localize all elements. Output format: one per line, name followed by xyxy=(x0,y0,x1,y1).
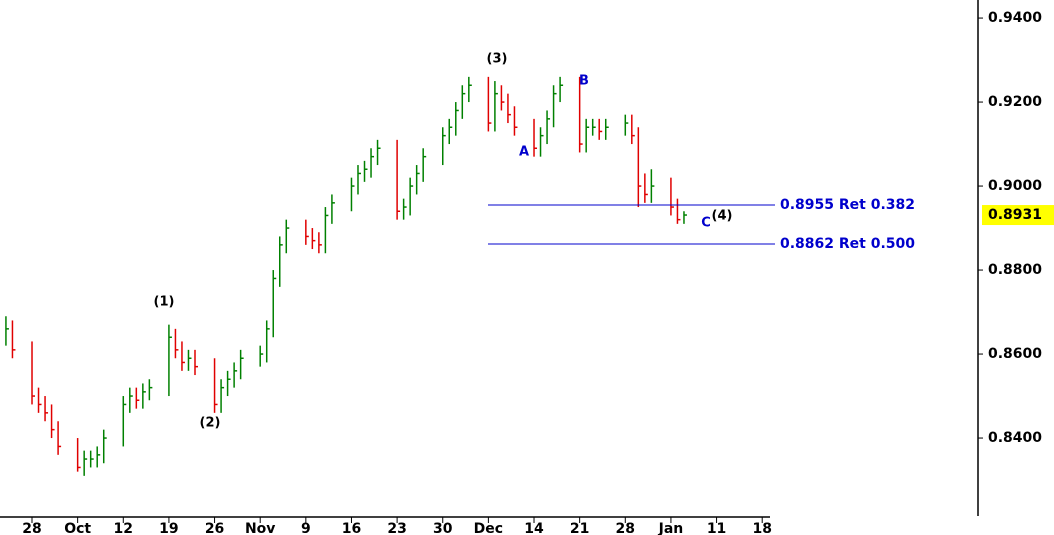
x-tick-label: 30 xyxy=(433,521,453,535)
wave-label: C xyxy=(701,216,711,231)
wave-label: (2) xyxy=(200,416,221,431)
x-tick-label: 16 xyxy=(342,521,361,535)
wave-label: (3) xyxy=(487,52,508,67)
x-tick-label: 19 xyxy=(159,521,178,535)
x-tick-label: Nov xyxy=(245,521,275,535)
x-tick-label: Dec xyxy=(474,521,503,535)
wave-label: A xyxy=(519,145,529,160)
last-price-label: 0.8931 xyxy=(988,207,1042,223)
x-tick-label: 9 xyxy=(301,521,311,535)
x-tick-label: 26 xyxy=(205,521,224,535)
y-tick-label: 0.9400 xyxy=(988,10,1042,26)
wave-label: (4) xyxy=(712,209,733,224)
x-tick-label: 28 xyxy=(616,521,635,535)
x-tick-label: 18 xyxy=(752,521,771,535)
x-tick-label: 11 xyxy=(707,521,726,535)
x-tick-label: 21 xyxy=(570,521,589,535)
x-tick-label: Oct xyxy=(64,521,91,535)
x-tick-label: 12 xyxy=(114,521,133,535)
x-tick-label: 14 xyxy=(524,521,544,535)
y-tick-label: 0.8800 xyxy=(988,262,1042,278)
x-tick-label: 28 xyxy=(22,521,41,535)
wave-label: B xyxy=(579,74,589,89)
retracement-label: 0.8955 Ret 0.382 xyxy=(780,197,915,213)
retracement-label: 0.8862 Ret 0.500 xyxy=(780,236,915,252)
y-tick-label: 0.9000 xyxy=(988,178,1042,194)
x-tick-label: Jan xyxy=(658,521,684,535)
wave-label: (1) xyxy=(154,295,175,310)
y-tick-label: 0.8600 xyxy=(988,346,1042,362)
y-tick-label: 0.8400 xyxy=(988,430,1042,446)
y-tick-label: 0.9200 xyxy=(988,94,1042,110)
last-price-box xyxy=(982,205,1054,226)
x-tick-label: 23 xyxy=(387,521,406,535)
